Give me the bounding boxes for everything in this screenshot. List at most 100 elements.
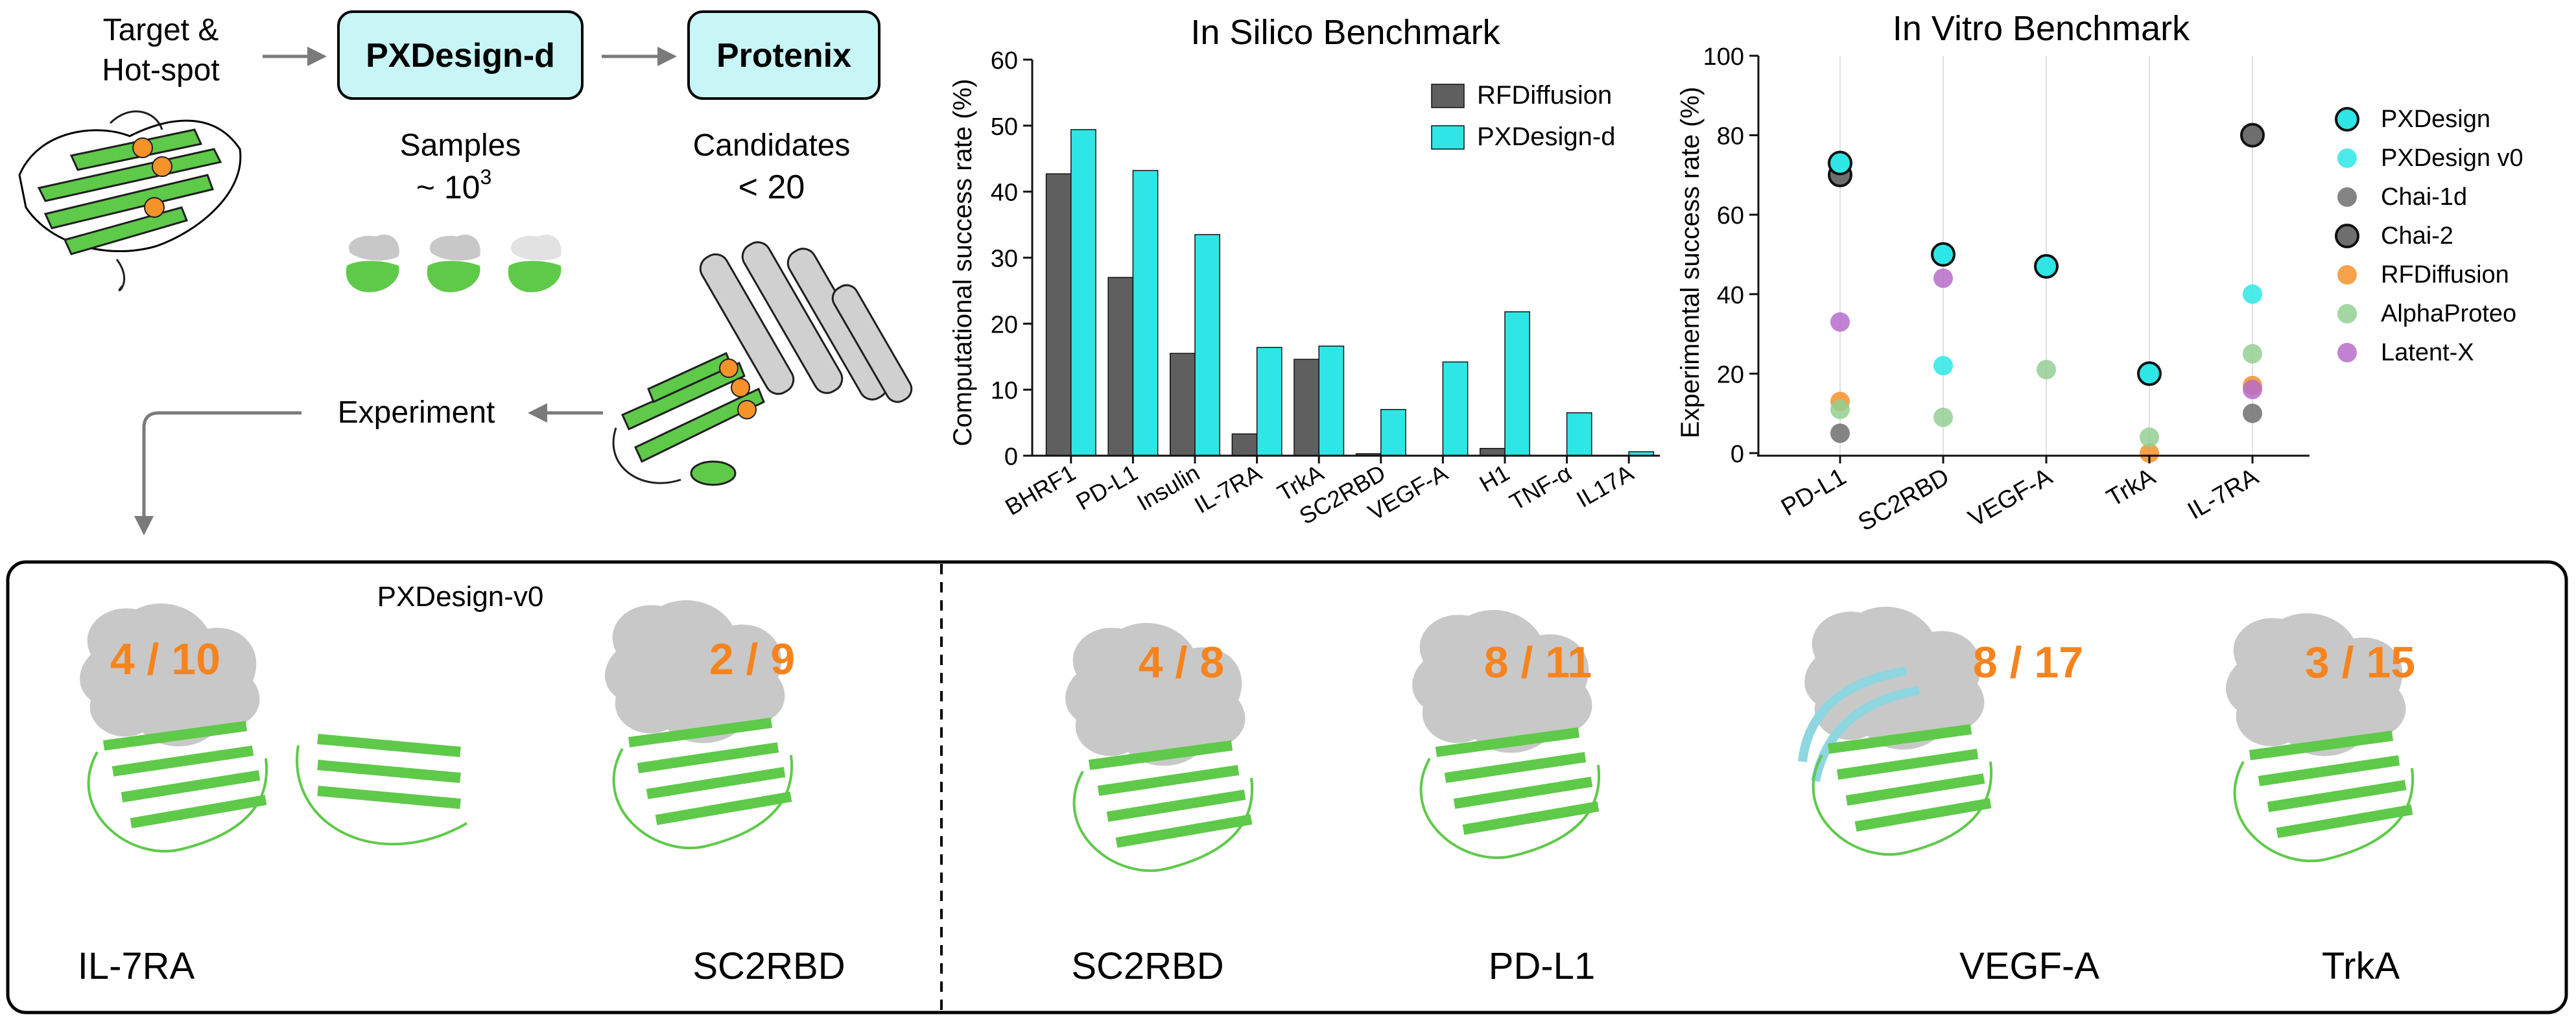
designed-binder <box>612 718 794 850</box>
bar-pxdesign-d-tnf-α <box>1566 412 1592 456</box>
legend-marker <box>2337 343 2357 362</box>
x-tick-label: PD-L1 <box>1777 463 1850 521</box>
designed-binder <box>1798 666 1993 856</box>
legend-label: RFDiffusion <box>1477 81 1612 110</box>
flow-arrow <box>134 411 301 535</box>
target-surface <box>80 603 260 747</box>
x-tick-label: IL17A <box>1572 459 1638 513</box>
point-latent-x-pd-l1 <box>1830 312 1850 332</box>
hotspot-marker <box>152 156 172 177</box>
experiment-label: Experiment <box>338 395 495 430</box>
chart-title: In Silico Benchmark <box>1190 13 1500 52</box>
bar-pxdesign-d-sc2rbd <box>1380 408 1406 456</box>
hotspot-marker <box>731 378 750 397</box>
gallery-left-title: PXDesign-v0 <box>377 581 544 613</box>
step1-box <box>337 10 584 100</box>
candidates-label: Candidates <box>693 128 851 163</box>
samples-count: ~ 103 <box>416 165 492 205</box>
candidate-complex-illustration <box>612 241 913 486</box>
gallery-panel: 2 / 9 SC2RBD <box>605 600 845 987</box>
legend-marker <box>2335 107 2359 132</box>
success-ratio: 8 / 11 <box>1484 638 1592 687</box>
gallery-panel: 8 / 11 PD-L1 <box>1412 610 1601 987</box>
bar-pxdesign-d-vegf-a <box>1442 361 1469 456</box>
pipeline-panel: Target & Hot-spot PXDesign-d Protenix Sa… <box>18 10 913 535</box>
target-surface <box>1412 610 1592 753</box>
point-alphaproteo-il-7ra <box>2243 344 2262 364</box>
legend-label: PXDesign v0 <box>2381 145 2523 172</box>
y-tick-label: 50 <box>991 113 1018 141</box>
target-name: VEGF-A <box>1959 945 2099 987</box>
hotspot-marker <box>719 358 739 378</box>
x-tick-label: Insulin <box>1132 459 1204 516</box>
bar-pxdesign-d-il-7ra <box>1256 347 1282 456</box>
samples-label: Samples <box>400 128 521 163</box>
target-label-line2: Hot-spot <box>102 53 219 88</box>
point-latent-x-il-7ra <box>2243 379 2262 399</box>
designed-binder <box>1419 727 1601 860</box>
y-tick-label: 20 <box>991 311 1018 338</box>
y-tick-label: 20 <box>1717 361 1744 388</box>
legend-marker <box>2337 187 2357 207</box>
y-axis-label: Experimental success rate (%) <box>1676 87 1705 438</box>
y-tick-label: 0 <box>1731 441 1744 468</box>
x-tick-label: PD-L1 <box>1072 459 1142 515</box>
target-name: SC2RBD <box>692 945 845 987</box>
x-tick-label: TrkA <box>2102 463 2160 512</box>
gallery-panel: 4 / 10 IL-7RA <box>78 603 467 987</box>
gallery-panel: 3 / 15 TrkA <box>2226 613 2415 987</box>
success-ratio: 4 / 8 <box>1139 638 1224 687</box>
x-tick-label: IL-7RA <box>2183 463 2263 525</box>
sample-designs-illustration <box>346 234 561 292</box>
point-pxdesign-pd-l1 <box>1828 150 1852 176</box>
success-ratio: 4 / 10 <box>110 635 220 684</box>
step2-box <box>687 10 880 100</box>
bar-pxdesign-d-pd-l1 <box>1132 170 1159 456</box>
legend-label: Chai-2 <box>2381 222 2453 250</box>
x-tick-label: TNF-α <box>1505 459 1576 515</box>
y-tick-label: 30 <box>991 246 1018 273</box>
y-tick-label: 80 <box>1717 123 1744 150</box>
designed-binder <box>1072 740 1254 873</box>
point-pxdesign-vegf-a <box>2034 253 2059 279</box>
bar-rfdiffusion-il-7ra <box>1231 433 1258 456</box>
legend-marker <box>2337 148 2357 168</box>
point-alphaproteo-trka <box>2140 427 2159 447</box>
target-surface <box>1065 623 1246 766</box>
hotspot-marker <box>144 197 165 218</box>
candidates-count: < 20 <box>739 169 805 206</box>
target-name: TrkA <box>2322 945 2400 987</box>
y-tick-label: 100 <box>1703 43 1744 71</box>
target-surface <box>605 600 785 744</box>
target-protein-illustration <box>18 110 242 292</box>
target-name: PD-L1 <box>1489 945 1595 987</box>
legend-marker <box>2337 304 2357 323</box>
chart-title: In Vitro Benchmark <box>1893 9 2190 48</box>
point-alphaproteo-sc2rbd <box>1933 407 1953 427</box>
legend-swatch <box>1431 125 1465 150</box>
bar-rfdiffusion-trka <box>1294 358 1319 456</box>
point-pxdesign-sc2rbd <box>1931 242 1956 267</box>
bar-rfdiffusion-insulin <box>1170 353 1196 456</box>
legend-label: PXDesign-d <box>1477 123 1615 151</box>
bar-rfdiffusion-pd-l1 <box>1107 277 1134 456</box>
y-axis-label: Computational success rate (%) <box>949 79 977 447</box>
target-surface <box>2226 613 2406 756</box>
success-ratio: 3 / 15 <box>2305 638 2415 687</box>
point-alphaproteo-vegf-a <box>2037 360 2056 380</box>
y-tick-label: 0 <box>1004 443 1018 471</box>
point-chai-2-il-7ra <box>2240 123 2265 148</box>
point-pxdesign-v0-sc2rbd <box>1933 356 1953 376</box>
step2-box-label: Protenix <box>716 37 851 75</box>
target-name: SC2RBD <box>1071 945 1223 987</box>
point-pxdesign-trka <box>2137 361 2162 386</box>
point-rfdiffusion-trka <box>2140 443 2159 463</box>
legend-label: PXDesign <box>2381 106 2490 133</box>
legend-marker <box>2337 265 2357 285</box>
legend-marker <box>2335 224 2359 248</box>
x-tick-label: VEGF-A <box>1964 463 2057 532</box>
designed-binder <box>87 721 467 853</box>
point-alphaproteo-pd-l1 <box>1830 399 1850 419</box>
x-tick-label: SC2RBD <box>1854 463 1954 536</box>
x-tick-label: IL-7RA <box>1190 459 1266 519</box>
